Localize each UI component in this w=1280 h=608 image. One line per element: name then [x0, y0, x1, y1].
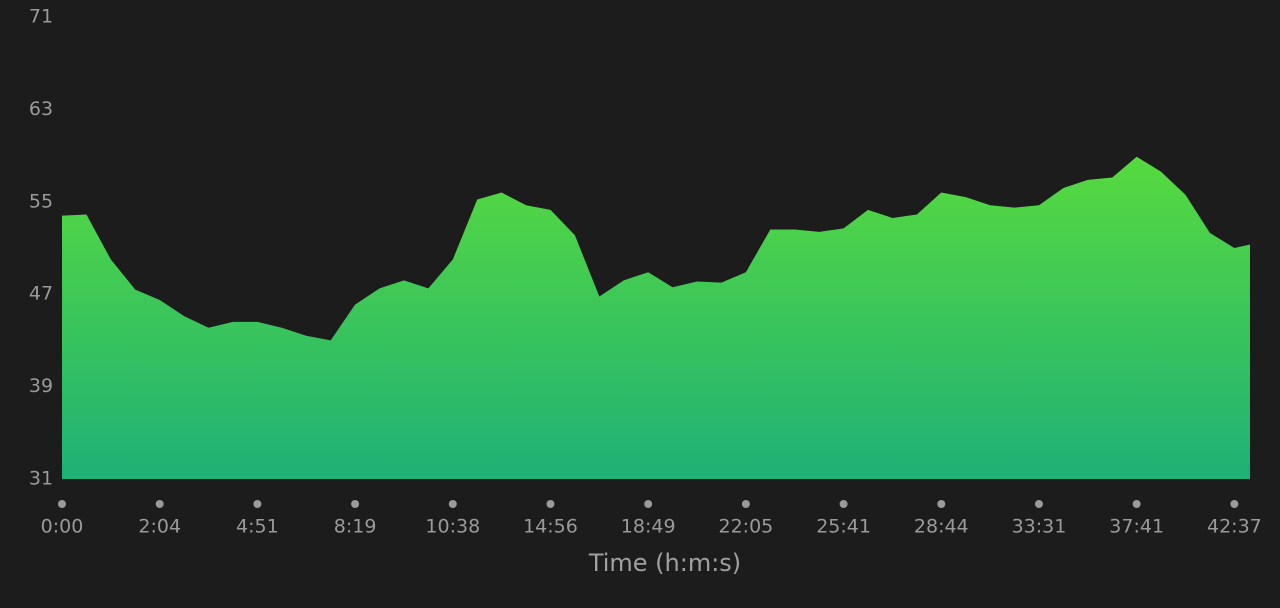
- x-tick-label: 33:31: [1012, 516, 1067, 538]
- y-tick-label: 31: [29, 468, 53, 490]
- x-tick-label: 10:38: [425, 516, 480, 538]
- x-axis-title: Time (h:m:s): [588, 549, 741, 577]
- x-tick-dot: [644, 500, 653, 508]
- x-tick-label: 14:56: [523, 516, 578, 538]
- x-tick-label: 25:41: [816, 516, 871, 538]
- x-tick-label: 22:05: [718, 516, 773, 538]
- x-tick-label: 37:41: [1109, 516, 1164, 538]
- x-tick-label: 4:51: [236, 516, 279, 538]
- x-tick-dot: [253, 500, 262, 508]
- x-tick-dot: [839, 500, 848, 508]
- x-tick-label: 0:00: [41, 516, 84, 538]
- x-tick-dot: [58, 500, 66, 508]
- x-tick-label: 2:04: [138, 516, 181, 538]
- x-tick-dot: [155, 500, 164, 508]
- y-tick-label: 47: [29, 283, 53, 305]
- x-tick-dot: [448, 500, 457, 508]
- x-tick-label: 28:44: [914, 516, 969, 538]
- x-tick-dot: [1132, 500, 1141, 508]
- area: [62, 156, 1250, 479]
- x-tick-label: 42:37: [1207, 516, 1262, 538]
- y-tick-label: 63: [29, 98, 53, 120]
- x-tick-label: 18:49: [621, 516, 676, 538]
- x-tick-dot: [1034, 500, 1043, 508]
- y-tick-label: 71: [29, 6, 53, 28]
- x-tick-label: 8:19: [334, 516, 377, 538]
- x-tick-dot: [937, 500, 946, 508]
- y-tick-label: 55: [29, 190, 53, 212]
- x-tick-dot: [741, 500, 750, 508]
- x-tick-dot: [351, 500, 360, 508]
- x-tick-dot: [1230, 500, 1239, 508]
- y-tick-label: 39: [29, 375, 53, 397]
- x-tick-dot: [546, 500, 555, 508]
